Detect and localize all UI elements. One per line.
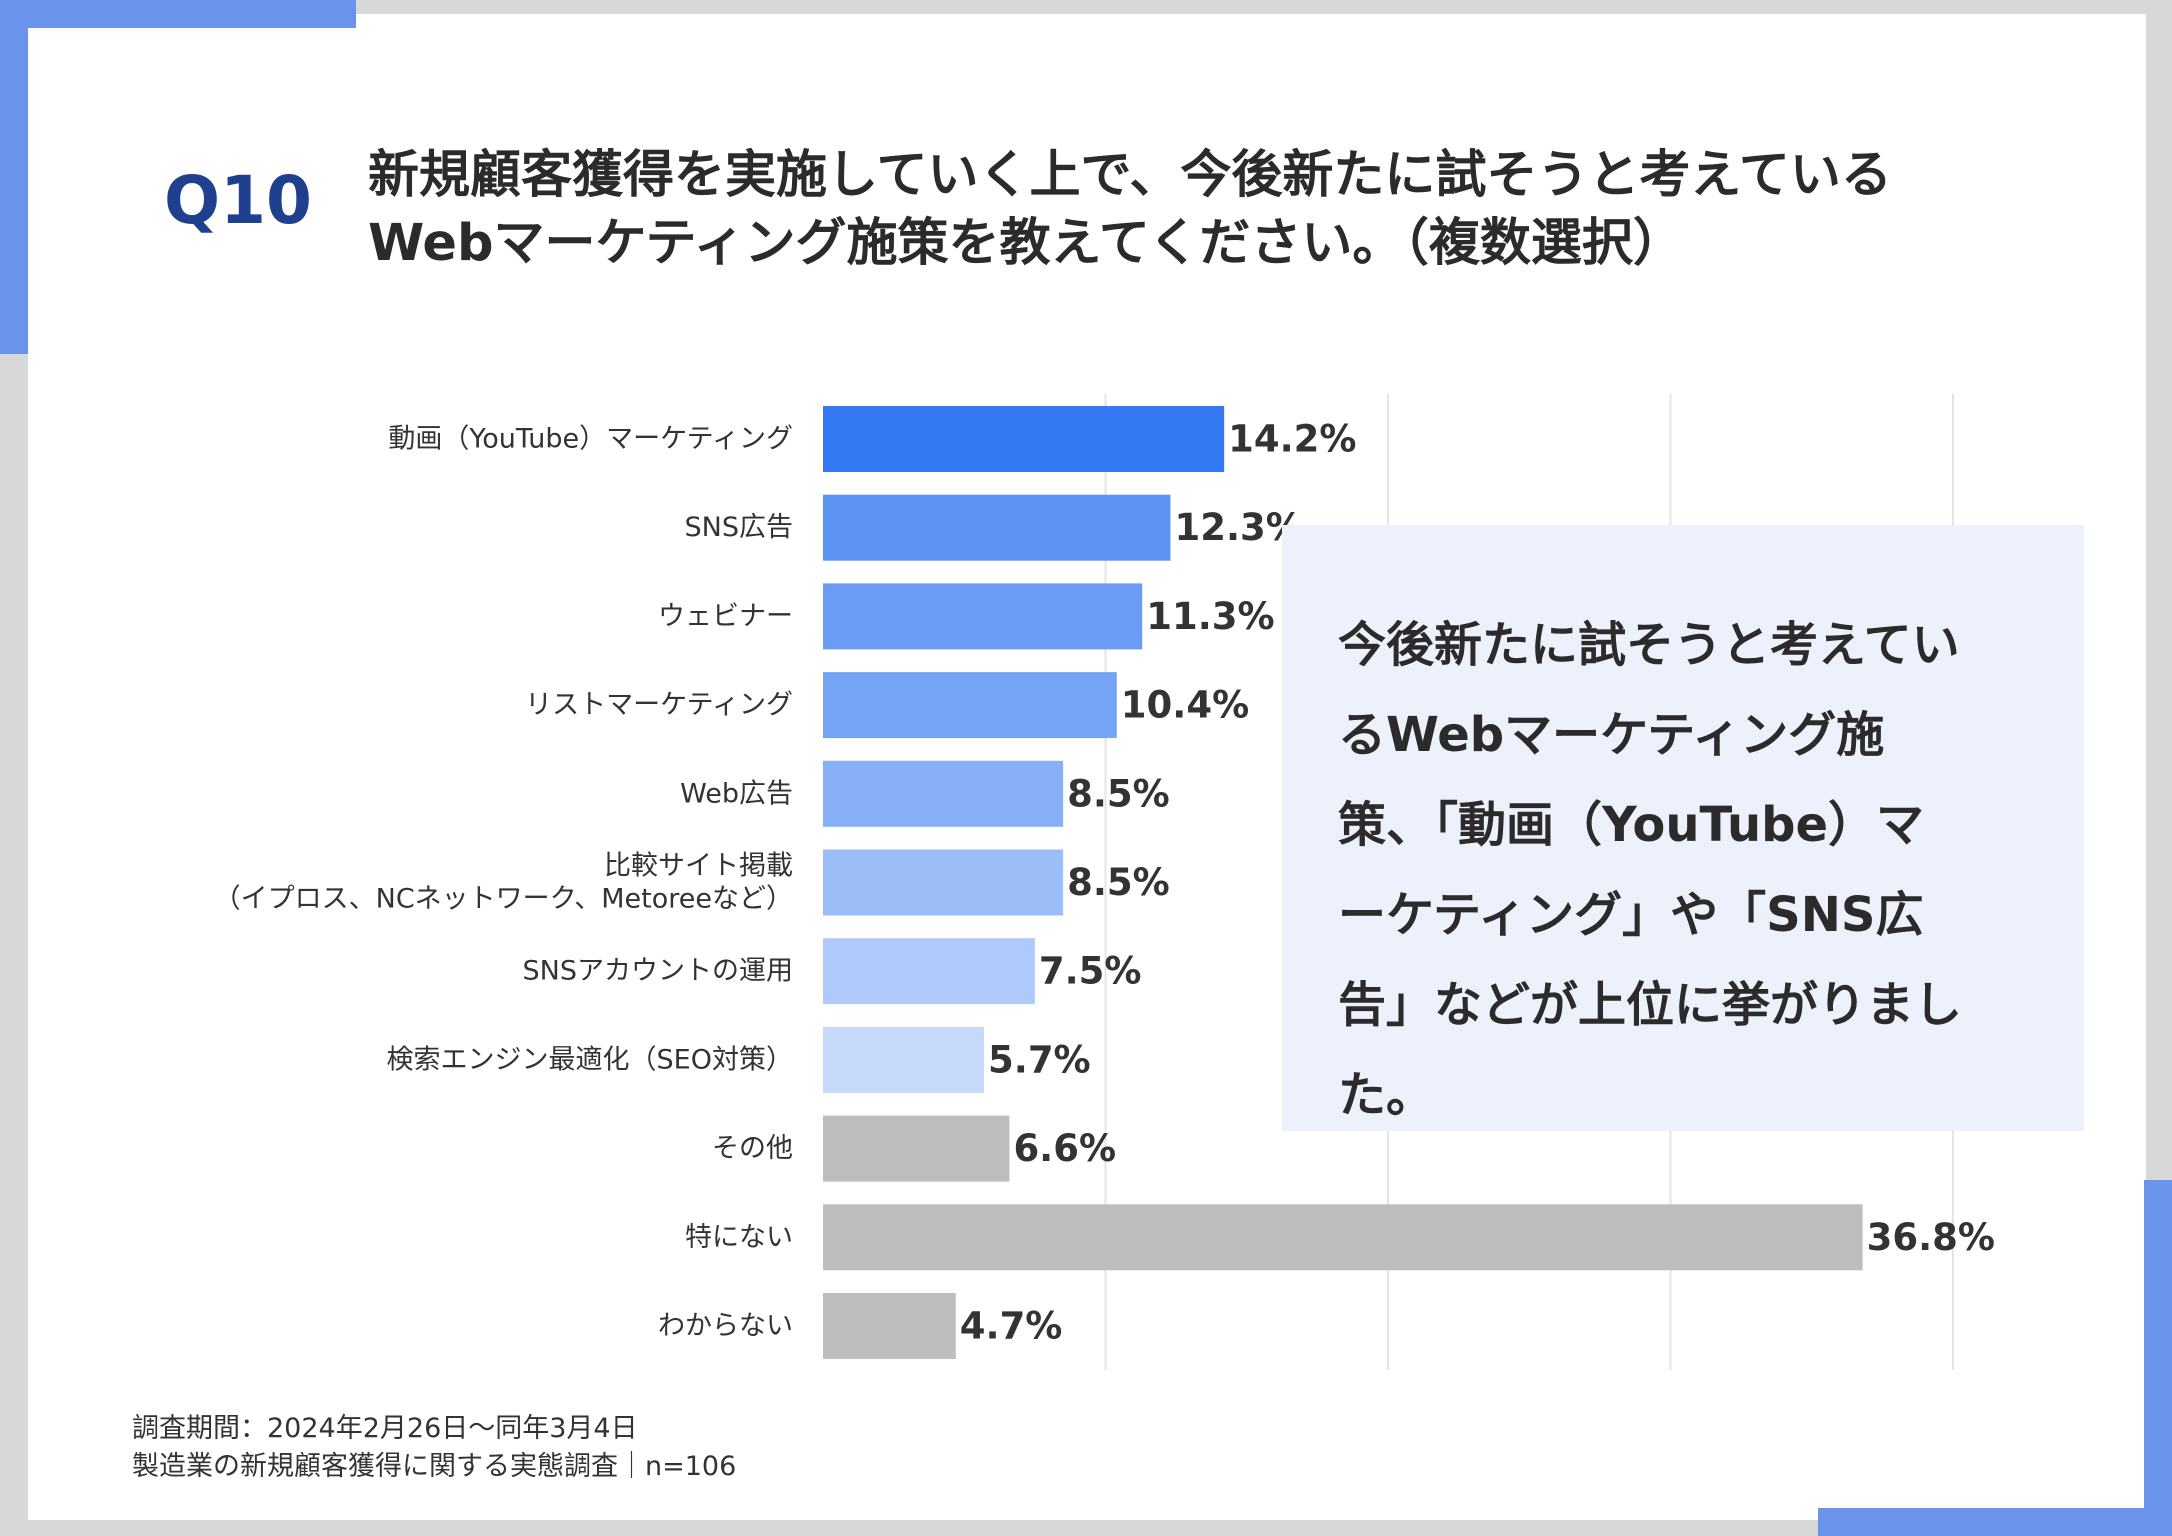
bar xyxy=(823,849,1064,916)
category-label: 検索エンジン最適化（SEO対策） xyxy=(387,1044,793,1075)
category-label: SNSアカウントの運用 xyxy=(523,956,793,987)
bar xyxy=(823,494,1171,561)
category-label: ウェビナー xyxy=(658,601,793,632)
question-title: 新規顧客獲得を実施していく上で、今後新たに試そうと考えている Webマーケティン… xyxy=(368,142,1988,278)
chart-value-labels: 14.2% 12.3% 11.3% 10.4% 8.5% 8.5% 7.5% 5.7% 6.6%… xyxy=(960,418,1995,1348)
footnote-period: 調査期間：2024年2月26日～同年3月4日 xyxy=(132,1413,638,1444)
category-label: その他 xyxy=(712,1133,793,1164)
bar xyxy=(823,406,1225,472)
bar-value-label: 7.5% xyxy=(1039,950,1142,993)
callout-line: ーケティング」や「SNS広 xyxy=(1338,887,1924,943)
category-label: SNS広告 xyxy=(685,512,793,543)
bar xyxy=(823,672,1117,739)
corner-accent-bottom-right-horizontal xyxy=(1818,1508,2172,1536)
corner-accent-top-left-horizontal xyxy=(0,0,356,28)
callout-line: た。 xyxy=(1338,1067,1435,1123)
bar xyxy=(823,1026,985,1093)
callout-line: 告」などが上位に挙がりまし xyxy=(1338,977,1963,1033)
footnote-survey: 製造業の新規顧客獲得に関する実態調査｜n=106 xyxy=(132,1451,737,1482)
question-number: Q10 xyxy=(164,162,312,239)
question-title-line: Webマーケティング施策を教えてください。（複数選択） xyxy=(368,214,1684,273)
question-title-line: 新規顧客獲得を実施していく上で、今後新たに試そうと考えている xyxy=(368,146,1892,205)
category-label: リストマーケティング xyxy=(525,690,793,721)
bar-value-label: 36.8% xyxy=(1867,1216,1995,1259)
category-label: 比較サイト掲載（イプロス、NCネットワーク、Metoreeなど） xyxy=(214,851,793,915)
category-label: Web広告 xyxy=(680,778,793,809)
bar-value-label: 8.5% xyxy=(1067,772,1170,815)
survey-footnote: 調査期間：2024年2月26日～同年3月4日 製造業の新規顧客獲得に関する実態調… xyxy=(132,1410,736,1486)
bar xyxy=(823,938,1035,1005)
bar-value-label: 14.2% xyxy=(1228,418,1356,461)
bar-value-label: 6.6% xyxy=(1013,1127,1116,1170)
callout-line: 今後新たに試そうと考えてい xyxy=(1338,617,1960,673)
callout-line: るWebマーケティング施 xyxy=(1338,707,1885,763)
category-label: 特にない xyxy=(685,1222,793,1253)
bar-value-label: 12.3% xyxy=(1174,506,1302,549)
corner-accent-top-left-vertical xyxy=(0,0,28,354)
bar xyxy=(823,1115,1010,1182)
bar-value-label: 11.3% xyxy=(1146,595,1274,638)
bar-value-label: 4.7% xyxy=(960,1305,1063,1348)
category-label: 動画（YouTube）マーケティング xyxy=(388,424,793,455)
bar xyxy=(823,1293,956,1359)
bar-value-label: 8.5% xyxy=(1067,861,1170,904)
bar xyxy=(823,1204,1863,1271)
bar xyxy=(823,760,1064,827)
category-label: わからない xyxy=(658,1311,793,1342)
summary-callout-box xyxy=(1282,525,2084,1131)
summary-callout-text: 今後新たに試そうと考えてい るWebマーケティング施 策、「動画（YouTube… xyxy=(1338,600,2038,1140)
callout-line: 策、「動画（YouTube）マ xyxy=(1338,797,1925,853)
corner-accent-bottom-right-vertical xyxy=(2144,1180,2172,1536)
bar-value-label: 10.4% xyxy=(1121,684,1249,727)
bar-value-label: 5.7% xyxy=(988,1038,1091,1081)
bar xyxy=(823,583,1143,650)
chart-bars xyxy=(823,406,1863,1359)
